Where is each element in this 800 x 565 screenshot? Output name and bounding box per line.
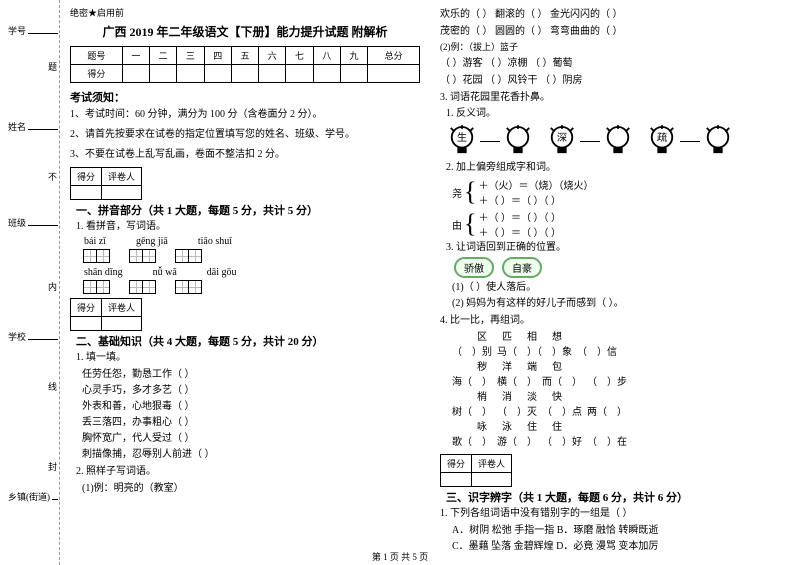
brace-2[interactable]: 由 { ＋（ ）＝（ ）（ ） ＋（ ）＝（ ）（ ）: [452, 209, 790, 239]
bulb-row: 生 深 疏: [448, 125, 790, 157]
pinyin-2: gēng jiā: [136, 236, 168, 247]
q4-r6[interactable]: 树（ ） （ ）灭 （ ）点 两（ ）: [452, 405, 790, 420]
r2[interactable]: 茂密的（ ） 圆圆的（ ） 弯弯曲曲的（ ）: [440, 23, 790, 40]
exam-title: 广西 2019 年二年级语文【下册】能力提升试题 附解析: [70, 23, 420, 40]
binding-label-class: 班级: [8, 216, 58, 229]
scorebox-1: 得分评卷人: [70, 167, 142, 200]
secret-label: 绝密★启用前: [70, 6, 420, 19]
q4-r7: 咏 泳 住 住: [452, 420, 790, 435]
cloud-1: 骄傲: [454, 257, 494, 278]
brace-1[interactable]: 尧 { ＋（火）＝（烧）（烧火） ＋（ ）＝（ ）（ ）: [452, 177, 790, 207]
notice-1: 1、考试时间：60 分钟，满分为 100 分（含卷面分 2 分）。: [70, 107, 420, 123]
svg-text:疏: 疏: [657, 131, 667, 144]
r1[interactable]: 欢乐的（ ） 翻滚的（ ） 金光闪闪的（ ）: [440, 6, 790, 23]
binding-label-school: 学校: [8, 330, 58, 343]
fold-char-4: 线: [48, 380, 57, 393]
q2-1: 1. 填一填。: [76, 351, 420, 365]
bulb-icon[interactable]: [704, 125, 732, 157]
q1: 1. 看拼音，写词语。: [76, 220, 420, 234]
r5[interactable]: （ ）花园 （ ）风铃干 （ ）阴房: [440, 72, 790, 89]
opt-ab[interactable]: A．树阴 松弛 手指一指 B．琢磨 融恰 转瞬既逝: [452, 523, 790, 539]
q2-2-ex: (1)例：明亮的（教室）: [82, 481, 420, 497]
binding-label-xuehao: 学号: [8, 24, 58, 37]
tian-grid[interactable]: [84, 280, 110, 294]
bulb-icon: 深: [548, 125, 576, 157]
r4[interactable]: （ ）游客 （ ）凉棚 （ ）葡萄: [440, 55, 790, 72]
fill-3[interactable]: 外表和善，心地狠毒（ ）: [82, 399, 420, 415]
fold-char-3: 内: [48, 280, 57, 293]
pinyin-3: tiāo shuǐ: [198, 236, 232, 247]
tian-grid[interactable]: [84, 249, 110, 263]
notice-3: 3、不要在试卷上乱写乱画，卷面不整洁扣 2 分。: [70, 147, 420, 163]
scorebox-3: 得分评卷人: [440, 454, 512, 487]
q4-r1: 区 匹 相 想: [452, 330, 790, 345]
page-footer: 第 1 页 共 5 页: [0, 550, 800, 563]
bulb-icon[interactable]: [604, 125, 632, 157]
fill-6[interactable]: 刺描像捕，忍辱别人前进（ ）: [82, 447, 420, 463]
cloud-2: 自豪: [502, 257, 542, 278]
q3: 3. 词语花园里花香扑鼻。: [440, 91, 790, 105]
fill-2[interactable]: 心灵手巧，多才多艺（ ）: [82, 383, 420, 399]
fold-char-5: 封: [48, 460, 57, 473]
score-table: 题号一二 三四五 六七八 九总分 得分: [70, 46, 420, 83]
q4-r3: 秽 洋 端 包: [452, 360, 790, 375]
pinyin-1: bái zǐ: [84, 236, 106, 247]
q4-r5: 梢 消 淡 快: [452, 390, 790, 405]
scorebox-2: 得分评卷人: [70, 298, 142, 331]
q3-2: 2. 加上偏旁组成字和词。: [446, 161, 790, 175]
q5: 1. 下列各组词语中没有错别字的一组是（ ）: [440, 507, 790, 521]
svg-text:深: 深: [557, 132, 567, 144]
right-column: 欢乐的（ ） 翻滚的（ ） 金光闪闪的（ ） 茂密的（ ） 圆圆的（ ） 弯弯曲…: [440, 6, 790, 565]
pinyin-5: nǚ wā: [153, 267, 177, 278]
q3-1: 1. 反义词。: [446, 107, 790, 121]
r3: (2)例：（拔上）篮子: [440, 40, 790, 55]
bulb-icon: 疏: [648, 125, 676, 157]
bulb-icon: 生: [448, 125, 476, 157]
q4: 4. 比一比，再组词。: [440, 314, 790, 328]
tian-grid[interactable]: [176, 280, 202, 294]
binding-label-name: 姓名: [8, 120, 58, 133]
section-2-title: 二、基础知识（共 4 大题，每题 5 分，共计 20 分）: [76, 336, 324, 348]
tian-grid[interactable]: [176, 249, 202, 263]
fold-char-2: 不: [48, 170, 57, 183]
fold-char-1: 题: [48, 60, 57, 73]
q4-r2[interactable]: （ ）别 马（ ）（ ）象 （ ）信: [452, 345, 790, 360]
fill-1[interactable]: 任劳任怨，勤恳工作（ ）: [82, 367, 420, 383]
pinyin-4: shān dǐng: [84, 267, 123, 278]
left-column: 绝密★启用前 广西 2019 年二年级语文【下册】能力提升试题 附解析 题号一二…: [70, 6, 420, 565]
pinyin-6: dāi gōu: [207, 267, 237, 278]
notice-2: 2、请首先按要求在试卷的指定位置填写您的姓名、班级、学号。: [70, 127, 420, 143]
fill-4[interactable]: 丢三落四，办事粗心（ ）: [82, 415, 420, 431]
tian-grid[interactable]: [130, 249, 156, 263]
q3-3a[interactable]: (1)（ ）使人落后。: [452, 280, 790, 296]
q3-3: 3. 让词语回到正确的位置。: [446, 241, 790, 255]
section-3-title: 三、识字辨字（共 1 大题，每题 6 分，共计 6 分）: [446, 492, 688, 504]
q3-3b[interactable]: (2) 妈妈为有这样的好儿子而感到（ ）。: [452, 296, 790, 312]
notice-heading: 考试须知：: [70, 89, 420, 105]
bulb-icon[interactable]: [504, 125, 532, 157]
binding-label-town: 乡镇(街道): [8, 490, 58, 503]
q2-2: 2. 照样子写词语。: [76, 465, 420, 479]
q4-r4[interactable]: 海（ ） 横（ ） 而（ ） （ ）步: [452, 375, 790, 390]
fill-5[interactable]: 胸怀宽广，代人受过（ ）: [82, 431, 420, 447]
q4-r8[interactable]: 歌（ ） 游（ ） （ ）好 （ ）在: [452, 435, 790, 450]
section-1-title: 一、拼音部分（共 1 大题，每题 5 分，共计 5 分）: [76, 205, 318, 217]
svg-text:生: 生: [457, 131, 467, 144]
tian-grid[interactable]: [130, 280, 156, 294]
